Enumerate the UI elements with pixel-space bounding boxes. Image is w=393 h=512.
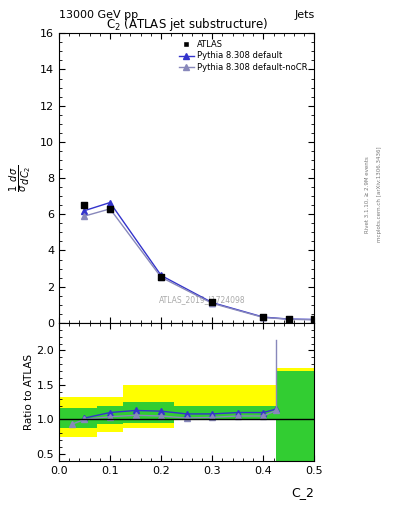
Point bbox=[209, 298, 215, 306]
Text: ATLAS_2019_I1724098: ATLAS_2019_I1724098 bbox=[159, 295, 245, 304]
Point bbox=[311, 315, 318, 324]
Legend: ATLAS, Pythia 8.308 default, Pythia 8.308 default-noCR: ATLAS, Pythia 8.308 default, Pythia 8.30… bbox=[176, 37, 310, 74]
Point bbox=[260, 312, 266, 321]
Point bbox=[158, 272, 164, 281]
Text: Jets: Jets bbox=[294, 10, 314, 20]
Point bbox=[337, 316, 343, 324]
Point bbox=[286, 315, 292, 323]
Y-axis label: $\frac{1}{\sigma}\frac{d\sigma}{dC_2}$: $\frac{1}{\sigma}\frac{d\sigma}{dC_2}$ bbox=[8, 164, 35, 192]
Text: C_2: C_2 bbox=[292, 486, 314, 499]
Text: Rivet 3.1.10, ≥ 2.9M events: Rivet 3.1.10, ≥ 2.9M events bbox=[365, 156, 370, 233]
Point bbox=[107, 205, 113, 213]
Point bbox=[81, 201, 88, 209]
Title: C$_2$ (ATLAS jet substructure): C$_2$ (ATLAS jet substructure) bbox=[106, 16, 268, 33]
Point bbox=[362, 316, 369, 324]
Text: mcplots.cern.ch [arXiv:1306.3436]: mcplots.cern.ch [arXiv:1306.3436] bbox=[377, 147, 382, 242]
Text: 13000 GeV pp: 13000 GeV pp bbox=[59, 10, 138, 20]
Y-axis label: Ratio to ATLAS: Ratio to ATLAS bbox=[24, 354, 33, 430]
